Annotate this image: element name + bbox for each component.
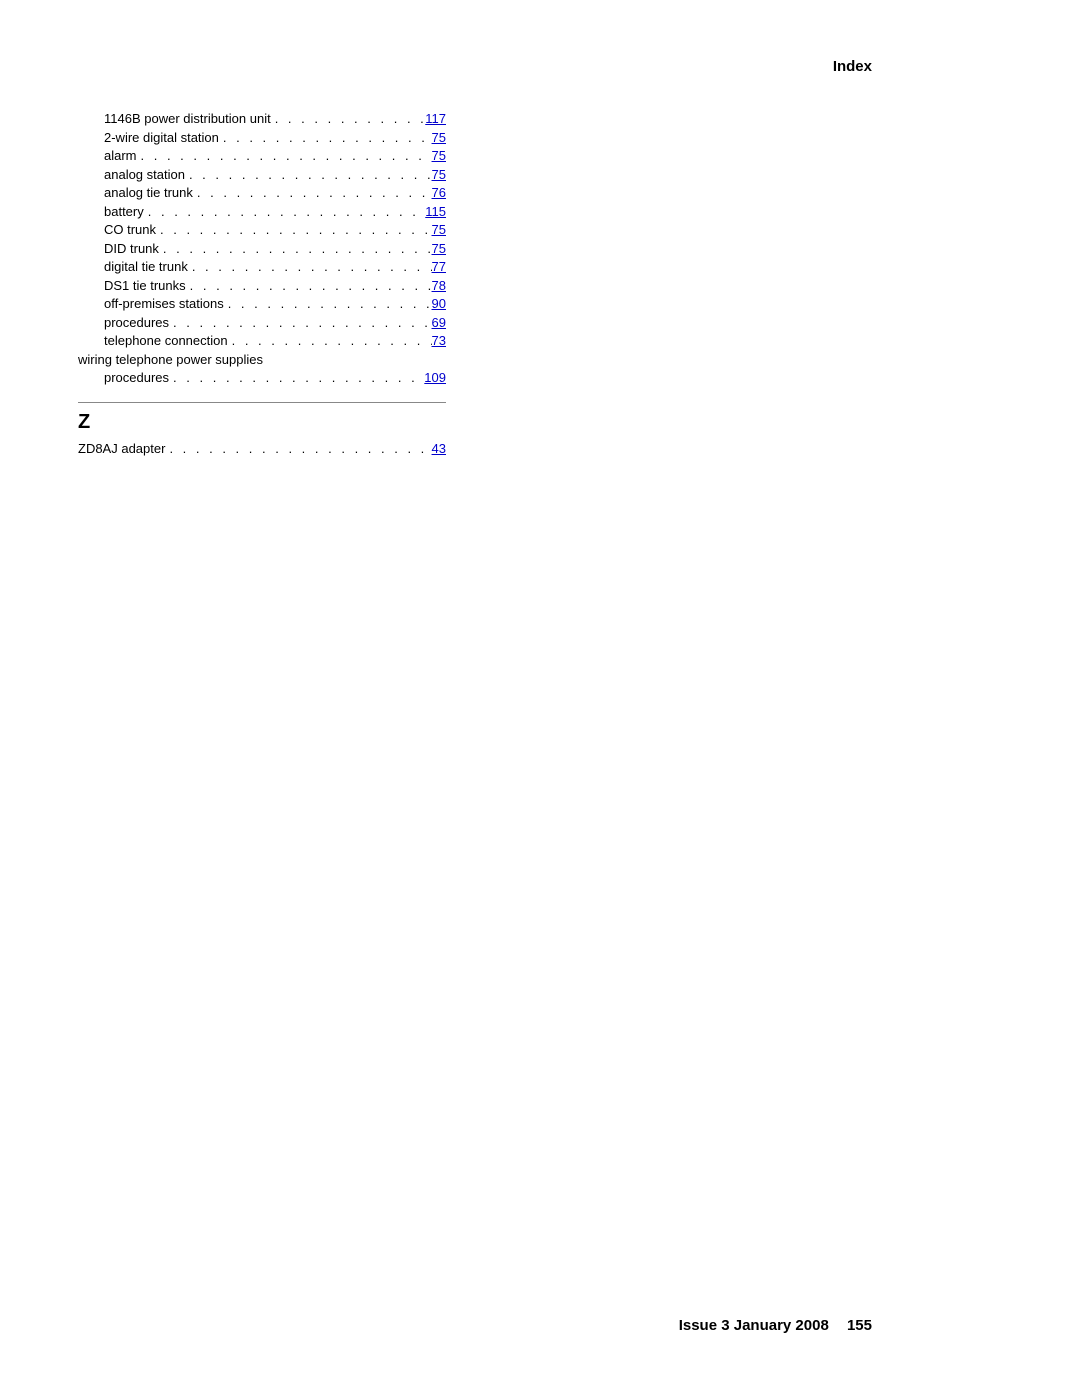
page-link[interactable]: 109 [424, 370, 446, 385]
dot-leader: . . . . . . . . . . . . . . . . . . . . … [219, 129, 432, 148]
page-link[interactable]: 78 [432, 278, 446, 293]
entry-text: analog tie trunk [104, 184, 193, 203]
dot-leader: . . . . . . . . . . . . . . . . . . . . … [169, 369, 424, 388]
index-entry: ZD8AJ adapter . . . . . . . . . . . . . … [78, 440, 446, 459]
index-entry: CO trunk . . . . . . . . . . . . . . . .… [78, 221, 446, 240]
footer-issue: Issue 3 January 2008 [679, 1317, 829, 1334]
page-number: 75 [432, 147, 446, 166]
page-number: 90 [432, 295, 446, 314]
dot-leader: . . . . . . . . . . . . . . . . . . . . … [137, 147, 432, 166]
index-heading: wiring telephone power supplies [78, 351, 446, 370]
index-content: 1146B power distribution unit . . . . . … [78, 110, 446, 458]
heading-text: wiring telephone power supplies [78, 351, 263, 370]
page-link[interactable]: 75 [432, 130, 446, 145]
dot-leader: . . . . . . . . . . . . . . . . . . . . … [185, 166, 432, 185]
dot-leader: . . . . . . . . . . . . . . . . . . . . … [165, 440, 431, 459]
index-entry: 2-wire digital station . . . . . . . . .… [78, 129, 446, 148]
page-header: Index [833, 58, 872, 75]
page-link[interactable]: 73 [432, 333, 446, 348]
index-entry: DS1 tie trunks . . . . . . . . . . . . .… [78, 277, 446, 296]
index-entry: procedures . . . . . . . . . . . . . . .… [78, 369, 446, 388]
entry-text: digital tie trunk [104, 258, 188, 277]
page-number: 115 [425, 203, 446, 222]
index-entry: DID trunk . . . . . . . . . . . . . . . … [78, 240, 446, 259]
page-link[interactable]: 77 [432, 259, 446, 274]
page-link[interactable]: 43 [432, 441, 446, 456]
page-link[interactable]: 75 [432, 222, 446, 237]
header-title: Index [833, 58, 872, 75]
index-entry: telephone connection . . . . . . . . . .… [78, 332, 446, 351]
entry-text: procedures [104, 369, 169, 388]
page-number: 75 [432, 240, 446, 259]
page-link[interactable]: 75 [432, 148, 446, 163]
page-number: 75 [432, 166, 446, 185]
page-number: 73 [432, 332, 446, 351]
index-entry: alarm . . . . . . . . . . . . . . . . . … [78, 147, 446, 166]
dot-leader: . . . . . . . . . . . . . . . . . . . . … [169, 314, 431, 333]
dot-leader: . . . . . . . . . . . . . . . . . . . . … [224, 295, 432, 314]
entry-text: ZD8AJ adapter [78, 440, 165, 459]
entry-text: telephone connection [104, 332, 228, 351]
entry-text: 1146B power distribution unit [104, 110, 271, 129]
section-divider [78, 402, 446, 403]
dot-leader: . . . . . . . . . . . . . . . . . . . . … [193, 184, 432, 203]
entry-text: procedures [104, 314, 169, 333]
page-number: 75 [432, 129, 446, 148]
entry-text: DS1 tie trunks [104, 277, 186, 296]
entry-text: 2-wire digital station [104, 129, 219, 148]
index-entry: digital tie trunk . . . . . . . . . . . … [78, 258, 446, 277]
index-entry: battery . . . . . . . . . . . . . . . . … [78, 203, 446, 222]
index-entry: procedures . . . . . . . . . . . . . . .… [78, 314, 446, 333]
dot-leader: . . . . . . . . . . . . . . . . . . . . … [188, 258, 432, 277]
page-number: 69 [432, 314, 446, 333]
page-number: 117 [425, 110, 446, 129]
page-link[interactable]: 69 [432, 315, 446, 330]
index-entry: analog station . . . . . . . . . . . . .… [78, 166, 446, 185]
dot-leader: . . . . . . . . . . . . . . . . . . . . … [186, 277, 432, 296]
dot-leader: . . . . . . . . . . . . . . . . . . . . … [144, 203, 426, 222]
page-link[interactable]: 75 [432, 167, 446, 182]
page-link[interactable]: 76 [432, 185, 446, 200]
page-number: 77 [432, 258, 446, 277]
page-number: 76 [432, 184, 446, 203]
page-number: 78 [432, 277, 446, 296]
page-number: 75 [432, 221, 446, 240]
page-number: 109 [424, 369, 446, 388]
entry-text: analog station [104, 166, 185, 185]
entry-text: DID trunk [104, 240, 159, 259]
page-footer: Issue 3 January 2008 155 [679, 1317, 872, 1334]
dot-leader: . . . . . . . . . . . . . . . . . . . . … [271, 110, 426, 129]
section-letter-z: Z [78, 411, 446, 434]
index-entry: analog tie trunk . . . . . . . . . . . .… [78, 184, 446, 203]
page-link[interactable]: 117 [425, 111, 446, 126]
page-number: 43 [432, 440, 446, 459]
entry-text: off-premises stations [104, 295, 224, 314]
dot-leader: . . . . . . . . . . . . . . . . . . . . … [156, 221, 432, 240]
dot-leader: . . . . . . . . . . . . . . . . . . . . … [159, 240, 432, 259]
dot-leader: . . . . . . . . . . . . . . . . . . . . … [228, 332, 432, 351]
index-entry: 1146B power distribution unit . . . . . … [78, 110, 446, 129]
footer-page-num: 155 [847, 1317, 872, 1334]
entry-text: alarm [104, 147, 137, 166]
index-entry: off-premises stations . . . . . . . . . … [78, 295, 446, 314]
page-link[interactable]: 115 [425, 204, 446, 219]
entry-text: CO trunk [104, 221, 156, 240]
page-link[interactable]: 75 [432, 241, 446, 256]
entry-text: battery [104, 203, 144, 222]
page-link[interactable]: 90 [432, 296, 446, 311]
